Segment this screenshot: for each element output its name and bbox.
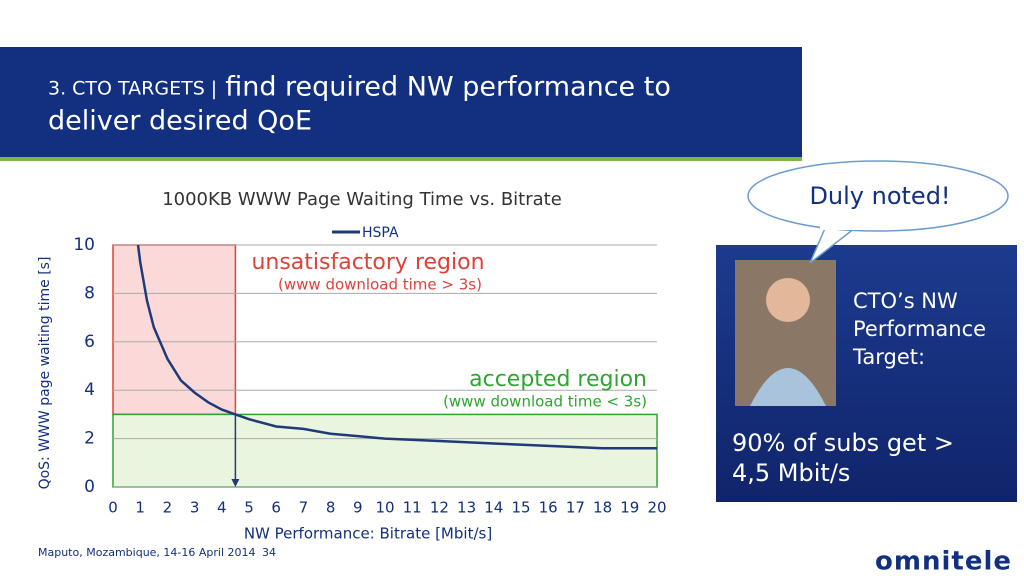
y-tick-label: 8 (84, 283, 95, 303)
header-title: find required NW performance to (225, 72, 671, 103)
threshold-arrowhead (231, 479, 240, 487)
panel-caption: CTO’s NW (853, 289, 958, 313)
x-tick-label: 11 (403, 499, 422, 517)
x-tick-label: 4 (217, 499, 227, 517)
x-tick-label: 20 (647, 499, 666, 517)
header-prefix: 3. CTO TARGETS | (48, 78, 217, 100)
x-tick-label: 6 (271, 499, 281, 517)
region (112, 413, 658, 488)
header-band (0, 47, 802, 157)
x-tick-label: 5 (244, 499, 254, 517)
region-note: (www download time < 3s) (443, 393, 647, 411)
x-tick-label: 10 (375, 499, 394, 517)
x-tick-label: 7 (299, 499, 309, 517)
footer-location: Maputo, Mozambique, 14-16 April 2014 (38, 546, 256, 559)
x-tick-label: 19 (620, 499, 639, 517)
x-tick-label: 16 (539, 499, 558, 517)
chart-title: 1000KB WWW Page Waiting Time vs. Bitrate (162, 189, 562, 210)
y-tick-label: 2 (84, 429, 95, 449)
y-tick-label: 10 (73, 235, 95, 255)
y-tick-label: 4 (84, 380, 95, 400)
callout-bubble (747, 160, 1009, 232)
header-rule (0, 157, 802, 161)
x-tick-label: 14 (484, 499, 503, 517)
series-line (136, 244, 657, 450)
cto-photo-shirt (750, 368, 826, 406)
region-label: accepted region (469, 367, 647, 392)
callout-joint (820, 222, 860, 230)
region (112, 244, 237, 416)
x-axis-label: NW Performance: Bitrate [Mbit/s] (244, 525, 492, 543)
region-note: (www download time > 3s) (278, 276, 482, 294)
x-tick-label: 0 (108, 499, 118, 517)
y-tick-label: 6 (84, 332, 95, 352)
x-tick-label: 8 (326, 499, 336, 517)
panel-caption: Performance (853, 317, 986, 341)
legend-label: HSPA (362, 225, 399, 241)
y-axis-label: QoS: WWW page waiting time [s] (37, 257, 53, 490)
x-tick-label: 2 (163, 499, 173, 517)
cto-photo-face (766, 278, 810, 322)
y-tick-label: 0 (84, 477, 95, 497)
header-title: deliver desired QoE (48, 106, 312, 137)
x-tick-label: 18 (593, 499, 612, 517)
x-tick-label: 13 (457, 499, 476, 517)
footer-page: 34 (262, 546, 276, 559)
x-tick-label: 9 (353, 499, 363, 517)
logo: omnitele (875, 547, 1012, 576)
callout-text: Duly noted! (809, 182, 950, 210)
x-tick-label: 17 (566, 499, 585, 517)
x-tick-label: 3 (190, 499, 200, 517)
panel-target: 4,5 Mbit/s (732, 459, 850, 487)
x-tick-label: 12 (430, 499, 449, 517)
x-tick-label: 1 (135, 499, 145, 517)
panel-caption: Target: (852, 345, 925, 369)
region-label: unsatisfactory region (251, 250, 484, 275)
panel-target: 90% of subs get > (732, 429, 954, 457)
x-tick-label: 15 (511, 499, 530, 517)
